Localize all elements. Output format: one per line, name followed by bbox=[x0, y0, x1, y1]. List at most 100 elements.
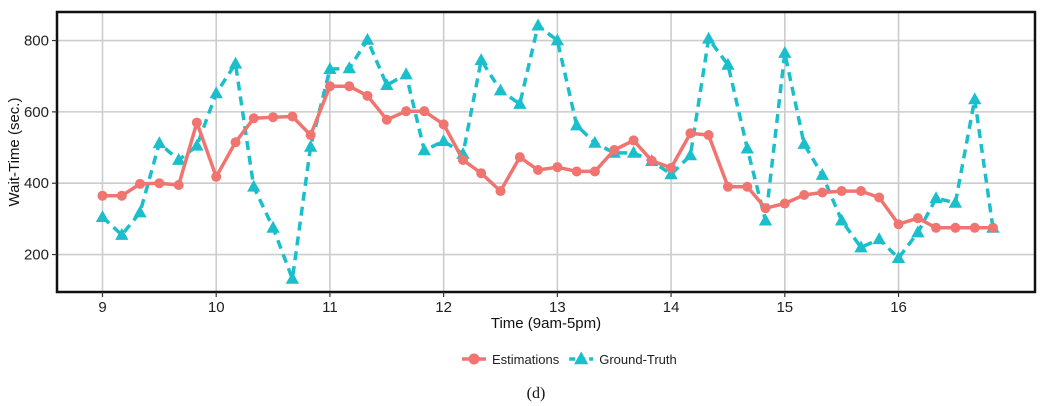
estimation-point bbox=[305, 130, 316, 141]
ground-truth-point bbox=[513, 97, 527, 109]
estimation-point bbox=[779, 198, 790, 209]
ground-truth-point bbox=[721, 57, 735, 70]
ground-truth-point bbox=[701, 31, 716, 44]
ground-truth-point bbox=[574, 351, 589, 365]
ground-truth-point bbox=[740, 141, 754, 154]
estimation-point bbox=[248, 113, 259, 124]
ground-truth-point bbox=[342, 61, 356, 74]
ground-truth-point bbox=[95, 210, 110, 222]
ground-truth-point bbox=[570, 118, 584, 131]
ground-truth-point bbox=[872, 232, 886, 245]
x-tick-label: 14 bbox=[663, 299, 680, 316]
estimation-point bbox=[514, 152, 525, 163]
estimation-point bbox=[116, 190, 127, 201]
estimation-point bbox=[381, 114, 392, 125]
ground-truth-point bbox=[360, 32, 375, 45]
ground-truth-point bbox=[664, 167, 678, 180]
ground-truth-point bbox=[854, 240, 868, 253]
x-tick-label: 13 bbox=[549, 299, 566, 316]
estimation-point bbox=[646, 155, 657, 166]
ground-truth-point bbox=[588, 135, 602, 148]
estimation-point bbox=[495, 186, 506, 197]
ground-truth-point bbox=[303, 139, 318, 152]
estimation-point bbox=[476, 168, 487, 179]
y-tick-label: 800 bbox=[24, 33, 49, 50]
series-layer bbox=[95, 18, 1000, 284]
estimation-point bbox=[742, 181, 753, 192]
x-tick-label: 16 bbox=[890, 299, 907, 316]
estimation-point bbox=[230, 137, 241, 148]
ground-truth-point bbox=[152, 136, 166, 149]
estimation-point bbox=[609, 145, 620, 156]
figure-caption: (d) bbox=[527, 385, 546, 402]
ground-truth-point bbox=[683, 148, 698, 161]
legend-label: Ground-Truth bbox=[599, 352, 677, 367]
ground-truth-point bbox=[948, 195, 963, 208]
ground-truth-point bbox=[247, 179, 261, 192]
estimation-point bbox=[589, 166, 600, 177]
x-tick-label: 15 bbox=[776, 299, 793, 316]
ground-truth-point bbox=[797, 136, 811, 149]
legend-label: Estimations bbox=[492, 352, 560, 367]
x-tick-label: 10 bbox=[208, 299, 225, 316]
ground-truth-point bbox=[929, 191, 943, 204]
ground-truth-point bbox=[968, 92, 982, 105]
estimation-point bbox=[324, 81, 335, 92]
estimation-point bbox=[950, 222, 961, 233]
ground-truth-point bbox=[891, 251, 906, 264]
ground-truth-point bbox=[399, 67, 413, 80]
estimation-point bbox=[552, 162, 563, 173]
legend-item: Estimations bbox=[462, 352, 560, 367]
estimation-point bbox=[722, 181, 733, 192]
estimation-point bbox=[969, 222, 980, 233]
ground-truth-point bbox=[758, 213, 773, 226]
estimation-point bbox=[533, 165, 544, 176]
ground-truth-point bbox=[209, 86, 223, 99]
estimation-point bbox=[856, 186, 867, 197]
ground-truth-point bbox=[531, 18, 545, 31]
estimation-point bbox=[401, 106, 412, 117]
estimation-point bbox=[836, 186, 847, 197]
estimation-point bbox=[468, 353, 480, 365]
ground-truth-point bbox=[190, 138, 204, 151]
estimation-point bbox=[154, 178, 165, 189]
ground-truth-point bbox=[228, 56, 243, 69]
ground-truth-point bbox=[493, 83, 508, 96]
ground-truth-point bbox=[626, 145, 641, 158]
estimation-point bbox=[571, 166, 582, 177]
estimation-point bbox=[438, 119, 449, 130]
y-tick-label: 400 bbox=[24, 175, 49, 192]
ground-truth-point bbox=[172, 153, 186, 165]
estimation-point bbox=[874, 192, 885, 203]
ground-truth-point bbox=[115, 227, 129, 240]
y-tick-label: 200 bbox=[24, 247, 49, 264]
plot-frame bbox=[55, 10, 1037, 294]
estimation-point bbox=[191, 117, 202, 128]
ground-truth-point bbox=[285, 271, 300, 284]
ground-truth-series bbox=[95, 18, 1000, 284]
estimation-point bbox=[799, 189, 810, 200]
estimation-point bbox=[268, 112, 279, 123]
y-tick-label: 600 bbox=[24, 104, 49, 121]
x-tick-label: 12 bbox=[435, 299, 452, 316]
ground-truth-point bbox=[323, 62, 337, 74]
ground-truth-point bbox=[437, 134, 451, 147]
y-axis-ticks: 200 400 600 800 bbox=[24, 33, 57, 264]
ground-truth-point bbox=[417, 143, 431, 156]
ground-truth-point bbox=[778, 46, 792, 58]
estimation-point bbox=[211, 171, 222, 182]
estimation-point bbox=[419, 106, 430, 117]
ground-truth-point bbox=[474, 53, 488, 66]
estimations-series bbox=[97, 81, 998, 233]
ground-truth-point bbox=[133, 205, 147, 218]
estimation-point bbox=[362, 90, 373, 101]
estimation-point bbox=[703, 130, 714, 141]
estimation-point bbox=[457, 155, 468, 166]
y-axis-title: Wait-Time (sec.) bbox=[6, 98, 23, 207]
estimation-point bbox=[666, 162, 677, 173]
estimation-point bbox=[817, 187, 828, 198]
estimation-point bbox=[912, 213, 923, 224]
estimation-point bbox=[760, 203, 771, 214]
estimation-point bbox=[628, 135, 639, 146]
